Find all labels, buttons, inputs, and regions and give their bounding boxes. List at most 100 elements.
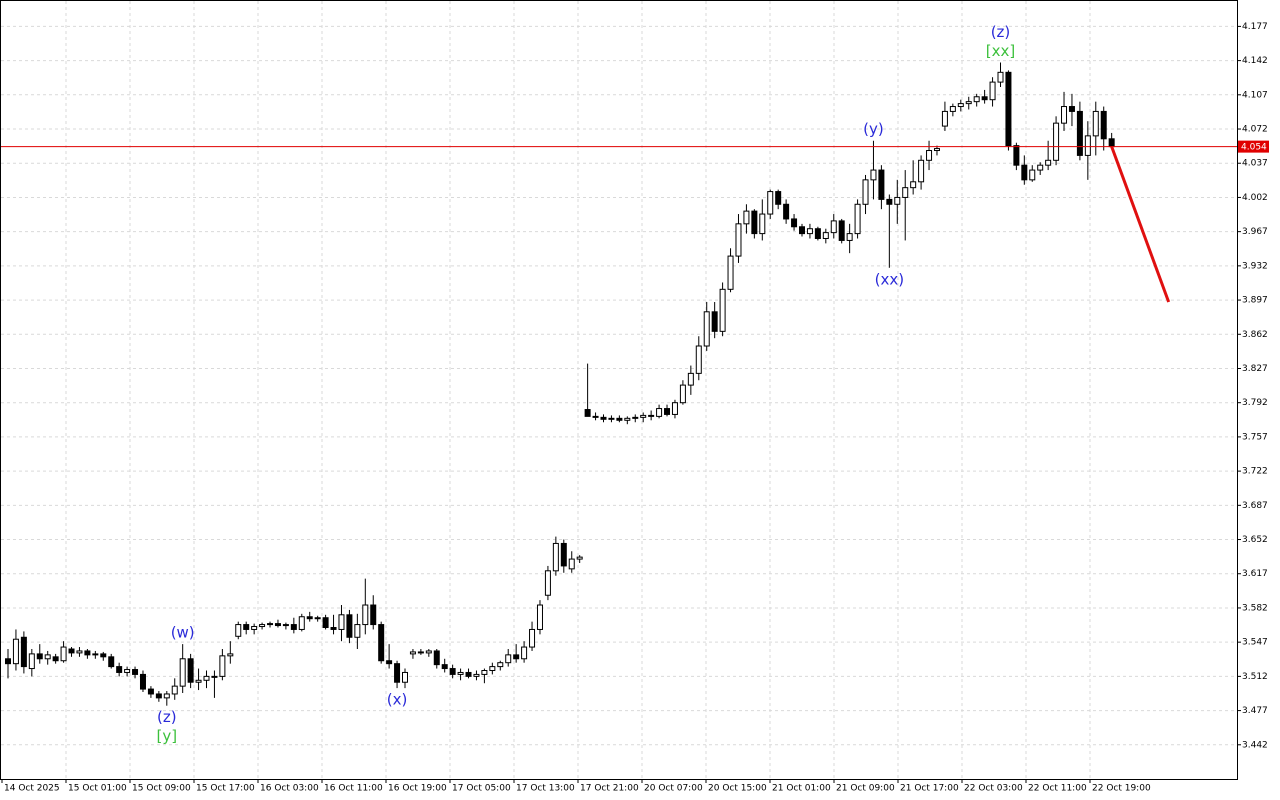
candle-body: [1092, 110, 1099, 137]
plot-frame: [0, 0, 1238, 780]
candle-body: [854, 203, 861, 235]
candle-body: [759, 213, 766, 235]
candle-body: [632, 416, 639, 419]
candle-body: [497, 662, 504, 668]
wave-label: (w): [171, 624, 195, 642]
candle-body: [267, 623, 274, 626]
candle-body: [719, 288, 726, 332]
candle-body: [449, 668, 456, 675]
candle-body: [918, 159, 925, 183]
wave-label: (z): [157, 708, 177, 726]
forecast-line: [1110, 146, 1171, 303]
candle-body: [282, 624, 289, 627]
candle-body: [417, 651, 424, 654]
candle-body: [552, 542, 559, 572]
candle-body: [616, 417, 623, 421]
candle-body: [997, 71, 1004, 83]
y-tick-label: 3.722: [1242, 467, 1268, 477]
candle-body: [155, 693, 162, 699]
candle-body: [902, 187, 909, 198]
x-tick-label: 21 Oct 01:00: [772, 784, 831, 794]
candle-body: [195, 679, 202, 683]
candle-body: [1005, 71, 1012, 147]
x-tick-label: 20 Oct 15:00: [708, 784, 767, 794]
candle-body: [965, 101, 972, 105]
candle-body: [536, 604, 543, 630]
candle-body: [846, 233, 853, 241]
candle-body: [505, 654, 512, 664]
candle-body: [544, 570, 551, 596]
candle-body: [608, 417, 615, 420]
x-tick-label: 20 Oct 07:00: [644, 784, 703, 794]
y-tick-label: 3.442: [1242, 740, 1268, 750]
candle-body: [1053, 122, 1060, 161]
candle-body: [338, 614, 345, 630]
y-tick-label: 3.652: [1242, 535, 1268, 545]
candle-body: [20, 636, 27, 668]
candle-body: [560, 542, 567, 567]
candle-body: [600, 416, 607, 420]
candle-body: [441, 664, 448, 670]
x-tick-label: 22 Oct 11:00: [1028, 784, 1087, 794]
candle-body: [171, 685, 178, 695]
price-label: 4.054: [1241, 143, 1267, 153]
y-tick-label: 4.002: [1242, 193, 1268, 203]
candle-body: [235, 624, 242, 637]
candle-body: [219, 655, 226, 677]
candle-body: [163, 693, 170, 699]
candle-body: [12, 638, 19, 665]
candle-body: [92, 653, 99, 656]
y-tick-label: 4.037: [1242, 159, 1268, 169]
candle-body: [1084, 135, 1091, 156]
candle-body: [878, 169, 885, 200]
candle-body: [529, 628, 536, 648]
y-tick-label: 3.792: [1242, 398, 1268, 408]
candle-body: [1100, 110, 1107, 140]
candle-body: [791, 218, 798, 228]
candle-body: [362, 604, 369, 626]
y-tick-label: 3.512: [1242, 672, 1268, 682]
candle-body: [576, 556, 583, 560]
candle-body: [370, 604, 377, 626]
y-tick-label: 3.827: [1242, 364, 1268, 374]
price-label-box: [1238, 140, 1269, 153]
candle-body: [465, 671, 472, 677]
candle-body: [44, 654, 51, 660]
y-tick-label: 3.477: [1242, 706, 1268, 716]
candle-body: [378, 624, 385, 662]
candle-body: [394, 663, 401, 683]
candle-body: [433, 650, 440, 666]
candle-body: [814, 228, 821, 239]
x-tick-label: 17 Oct 21:00: [580, 784, 639, 794]
candle-body: [679, 384, 686, 404]
y-tick-label: 3.547: [1242, 638, 1268, 648]
candle-body: [402, 671, 408, 683]
candle-body: [783, 203, 790, 220]
candle-body: [1021, 164, 1028, 181]
candle-body: [1061, 106, 1068, 124]
candle-body: [727, 255, 734, 290]
candle-body: [227, 653, 234, 657]
candle-body: [1029, 169, 1036, 181]
candle-body: [806, 228, 813, 235]
candle-body: [775, 191, 782, 205]
x-tick-label: 14 Oct 2025: [4, 784, 60, 794]
candle-body: [695, 345, 702, 374]
candle-body: [409, 651, 416, 655]
x-tick-label: 15 Oct 17:00: [196, 784, 255, 794]
candle-body: [656, 408, 663, 417]
candle-body: [76, 650, 83, 654]
candle-body: [259, 624, 266, 628]
candle-body: [386, 660, 393, 665]
x-tick-label: 22 Oct 03:00: [964, 784, 1023, 794]
x-tick-label: 16 Oct 11:00: [324, 784, 383, 794]
candle-body: [457, 671, 464, 675]
candle-body: [957, 103, 964, 108]
wave-label: (x): [387, 691, 408, 709]
candle-body: [60, 646, 67, 662]
candle-body: [687, 372, 694, 386]
candle-body: [711, 311, 718, 332]
candle-body: [1045, 159, 1052, 166]
